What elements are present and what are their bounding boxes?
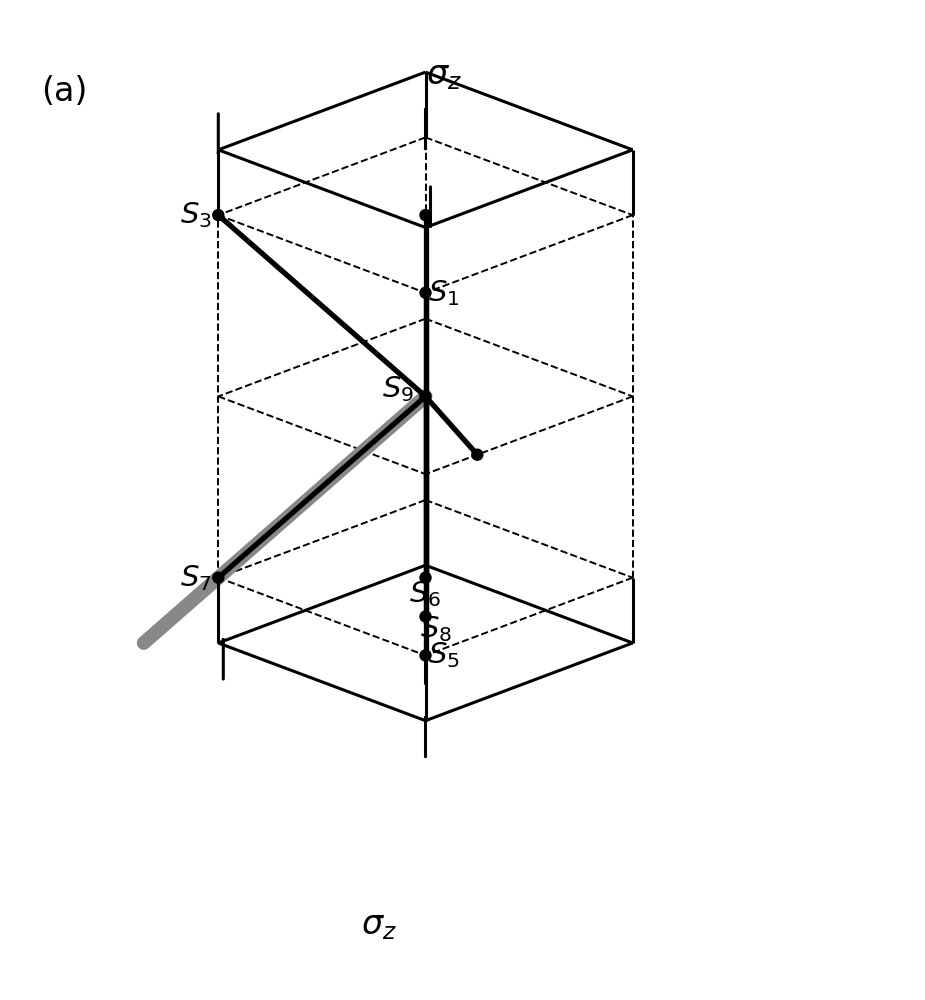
Text: $S_7$: $S_7$ <box>180 563 212 593</box>
Circle shape <box>420 650 431 661</box>
Text: $S_6$: $S_6$ <box>410 579 441 609</box>
Text: $S_5$: $S_5$ <box>427 641 460 670</box>
Text: $S_8$: $S_8$ <box>420 615 451 644</box>
Text: $S_3$: $S_3$ <box>180 200 212 230</box>
Circle shape <box>213 572 224 583</box>
Circle shape <box>420 572 431 583</box>
Text: $\sigma_z$: $\sigma_z$ <box>362 910 397 942</box>
Text: (a): (a) <box>42 75 88 108</box>
Text: $S_9$: $S_9$ <box>381 374 413 404</box>
Circle shape <box>420 391 431 402</box>
Circle shape <box>420 210 431 221</box>
Text: $S_1$: $S_1$ <box>427 278 459 308</box>
Circle shape <box>420 611 431 622</box>
Text: $\sigma_z$: $\sigma_z$ <box>426 60 462 92</box>
Circle shape <box>472 449 483 460</box>
Circle shape <box>420 287 431 298</box>
Circle shape <box>213 210 224 221</box>
